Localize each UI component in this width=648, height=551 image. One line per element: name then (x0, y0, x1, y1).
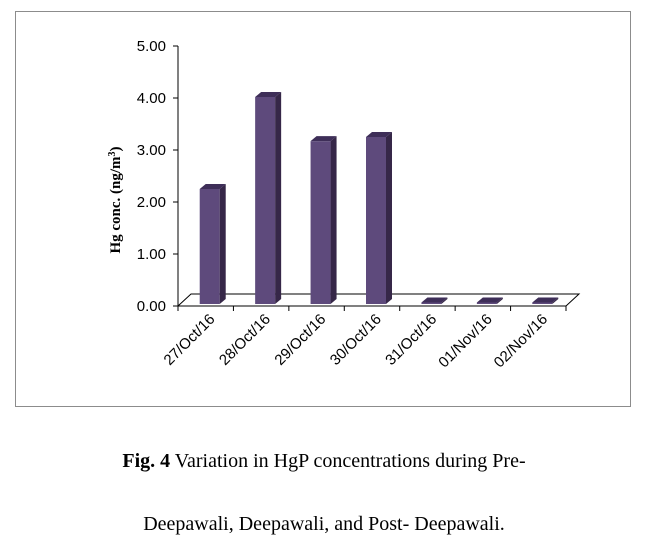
bar-front (532, 302, 553, 304)
bar-front (476, 302, 497, 304)
bar-side (386, 132, 392, 304)
bar-top (199, 184, 226, 189)
x-tick-label: 28/Oct/16 (216, 311, 274, 369)
bar-top (255, 91, 282, 97)
bar-side (275, 91, 282, 305)
x-tick-label: 31/Oct/16 (382, 311, 440, 369)
bar-top (476, 297, 503, 303)
bar-top (310, 136, 337, 142)
x-tick-label: 30/Oct/16 (327, 311, 385, 369)
figure-caption-line-2: Deepawali, Deepawali, and Post- Deepawal… (143, 513, 505, 535)
x-tick-label: 27/Oct/16 (161, 311, 219, 369)
bar-front (199, 189, 220, 304)
bar-front (255, 96, 276, 305)
bar-front (310, 141, 331, 304)
y-tick-label: 1.00 (137, 246, 166, 263)
bar-side (330, 136, 337, 304)
bar (255, 91, 282, 305)
bar (310, 136, 337, 304)
bar (421, 297, 448, 304)
y-tick-label: 4.00 (137, 90, 166, 107)
x-tick-label: 29/Oct/16 (271, 311, 329, 369)
figure-caption-line-1: Fig. 4 Variation in HgP concentrations d… (0, 450, 648, 473)
x-tick-label: 02/Nov/16 (491, 311, 551, 371)
bar (532, 297, 559, 304)
chart-frame: 0.00 1.00 2.00 3.00 4.00 5.00 27/Oct/16 28/Oct… (15, 11, 631, 407)
caption-text-1: Variation in HgP concentrations during P… (170, 450, 526, 472)
figure-label: Fig. 4 (122, 450, 171, 472)
bar-top (532, 297, 559, 303)
bar-side (552, 297, 559, 304)
y-tick-label: 3.00 (137, 142, 166, 159)
bar-side (496, 297, 503, 304)
bar-front (421, 302, 442, 304)
bar-chart: 0.00 1.00 2.00 3.00 4.00 5.00 27/Oct/1628/Oct… (107, 38, 581, 371)
x-tick-label: 01/Nov/16 (435, 311, 495, 371)
bar-front (366, 137, 386, 304)
y-tick-label: 5.00 (137, 38, 166, 55)
x-tick-labels: 27/Oct/1628/Oct/1629/Oct/1630/Oct/1631/O… (161, 311, 552, 371)
bar (199, 184, 226, 304)
bar-top (421, 297, 448, 303)
chart-bars (199, 91, 559, 305)
bar (476, 297, 503, 304)
bar-side (441, 297, 448, 304)
y-axis-label: Hg conc. (ng/m3) (107, 146, 125, 253)
bar-side (219, 184, 226, 304)
bar-top (366, 132, 392, 137)
y-tick-label: 0.00 (137, 298, 166, 315)
y-tick-label: 2.00 (137, 194, 166, 211)
bar (366, 132, 392, 304)
